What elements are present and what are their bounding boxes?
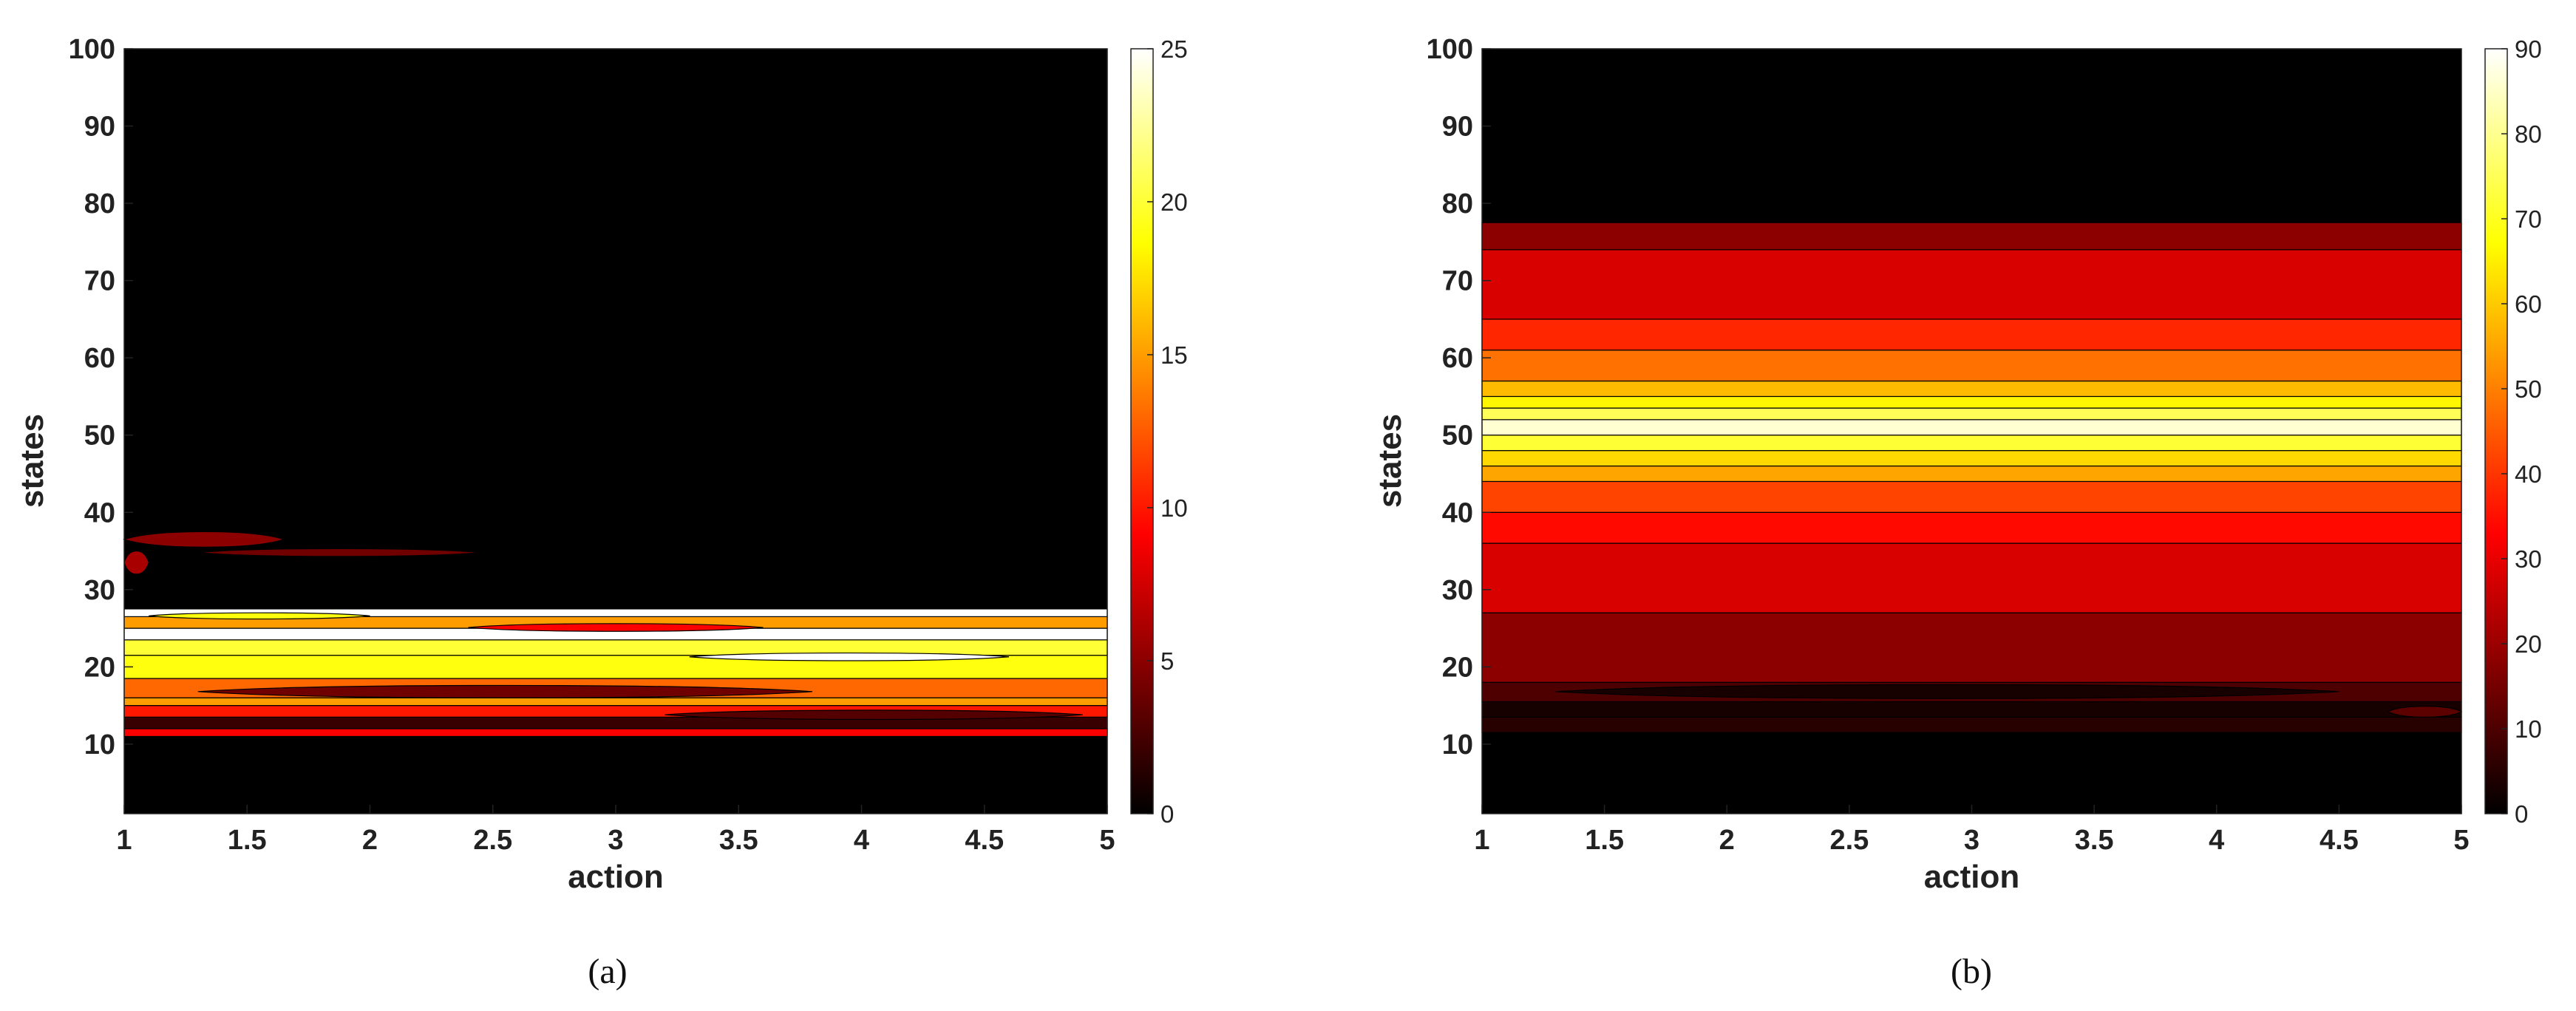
x-tick-label: 4 — [854, 825, 869, 856]
x-tick-label: 2.5 — [473, 825, 512, 856]
contour-band-15 — [1481, 319, 2462, 351]
contour-band-0 — [1481, 716, 2462, 733]
contour-band-13 — [1481, 380, 2462, 398]
colorbar-tick-label: 10 — [2515, 715, 2542, 743]
y-tick-label: 70 — [84, 266, 115, 297]
contour-region-5 — [689, 652, 1010, 661]
contour-band-1 — [1481, 701, 2462, 718]
colorbar-tick-label: 30 — [2515, 545, 2542, 573]
colorbar-tick-label: 90 — [2515, 35, 2542, 63]
x-tick-label: 1 — [1474, 825, 1489, 856]
colorbar-tick-label: 15 — [1160, 341, 1188, 369]
x-tick-label: 3.5 — [719, 825, 758, 856]
colorbar-tick-label: 0 — [1160, 800, 1174, 828]
colorbar-tick-label: 20 — [2515, 630, 2542, 658]
y-tick-label: 40 — [84, 497, 115, 528]
contour-region-0 — [1555, 684, 2339, 699]
y-tick-label: 90 — [1442, 112, 1473, 143]
contour-band-3 — [1481, 612, 2462, 683]
contour-band-10 — [1481, 419, 2462, 436]
y-tick-label: 100 — [1427, 34, 1473, 65]
contour-chart-a: 1 1.5 2 2.5 3 3.5 4 4.5 5102030405060708090100ac… — [14, 34, 1188, 991]
colorbar-tick-label: 25 — [1160, 35, 1188, 63]
y-tick-label: 20 — [84, 652, 115, 683]
colorbar-tick-label: 40 — [2515, 460, 2542, 488]
x-tick-label: 5 — [1099, 825, 1115, 856]
contour-band-16 — [1481, 249, 2462, 320]
colorbar-tick-label: 20 — [1160, 188, 1188, 216]
colorbar-tick-label: 50 — [2515, 375, 2542, 403]
x-tick-label: 3 — [1964, 825, 1979, 856]
contour-chart-b: 1 1.5 2 2.5 3 3.5 4 4.5 5102030405060708090100ac… — [1372, 34, 2542, 991]
x-axis-title: action — [568, 859, 664, 895]
contour-band-3 — [123, 697, 1108, 707]
y-tick-label: 80 — [1442, 188, 1473, 219]
contour-region-0 — [123, 531, 286, 548]
x-tick-label: 5 — [2453, 825, 2469, 856]
colorbar-tick-label: 0 — [2515, 800, 2528, 828]
y-tick-label: 30 — [1442, 575, 1473, 606]
colorbar-tick-label: 5 — [1160, 647, 1174, 675]
contour-band-6 — [1481, 480, 2462, 513]
y-tick-label: 100 — [69, 34, 115, 65]
x-tick-label: 1.5 — [1585, 825, 1624, 856]
y-tick-label: 50 — [84, 421, 115, 452]
panel-caption: (a) — [588, 952, 627, 991]
colorbar-tick-label: 80 — [2515, 120, 2542, 148]
x-tick-label: 1.5 — [228, 825, 267, 856]
y-axis-title: states — [1372, 414, 1408, 508]
x-tick-label: 2 — [362, 825, 378, 856]
contour-region-2 — [123, 550, 149, 575]
contour-band-6 — [123, 639, 1108, 656]
y-tick-label: 90 — [84, 112, 115, 143]
contour-region-1 — [2387, 706, 2463, 718]
x-tick-label: 4.5 — [2320, 825, 2359, 856]
y-tick-label: 50 — [1442, 421, 1473, 452]
x-tick-label: 4 — [2209, 825, 2224, 856]
contour-region-3 — [197, 684, 813, 698]
y-tick-label: 80 — [84, 188, 115, 219]
y-tick-label: 40 — [1442, 497, 1473, 528]
y-tick-label: 10 — [1442, 729, 1473, 760]
contour-band-14 — [1481, 350, 2462, 382]
colorbar-tick-label: 60 — [2515, 290, 2542, 318]
y-tick-label: 60 — [84, 343, 115, 374]
contour-region-4 — [665, 709, 1083, 721]
contour-region-7 — [149, 612, 370, 620]
contour-band-11 — [1481, 407, 2462, 421]
colorbar-tick-label: 70 — [2515, 205, 2542, 233]
contour-band-0 — [123, 728, 1108, 738]
panel-caption: (b) — [1951, 952, 1992, 991]
colorbar — [1130, 48, 1154, 814]
x-tick-label: 2 — [1719, 825, 1735, 856]
contour-band-7 — [1481, 465, 2462, 483]
x-tick-label: 2.5 — [1829, 825, 1869, 856]
contour-region-1 — [197, 548, 481, 557]
contour-band-9 — [1481, 435, 2462, 452]
y-tick-label: 30 — [84, 575, 115, 606]
x-tick-label: 4.5 — [965, 825, 1004, 856]
colorbar-tick-label: 10 — [1160, 494, 1188, 522]
contour-band-8 — [1481, 450, 2462, 467]
y-axis-title: states — [14, 414, 50, 508]
contour-band-17 — [1481, 222, 2462, 251]
contour-band-12 — [1481, 395, 2462, 409]
y-tick-label: 10 — [84, 729, 115, 760]
y-tick-label: 60 — [1442, 343, 1473, 374]
contour-band-5 — [1481, 511, 2462, 544]
y-tick-label: 70 — [1442, 266, 1473, 297]
x-tick-label: 1 — [116, 825, 132, 856]
contour-region-6 — [468, 623, 764, 632]
colorbar — [2484, 48, 2508, 814]
x-axis-title: action — [1924, 859, 2020, 895]
x-tick-label: 3 — [608, 825, 623, 856]
x-tick-label: 3.5 — [2075, 825, 2114, 856]
contour-band-4 — [1481, 542, 2462, 613]
y-tick-label: 20 — [1442, 652, 1473, 683]
